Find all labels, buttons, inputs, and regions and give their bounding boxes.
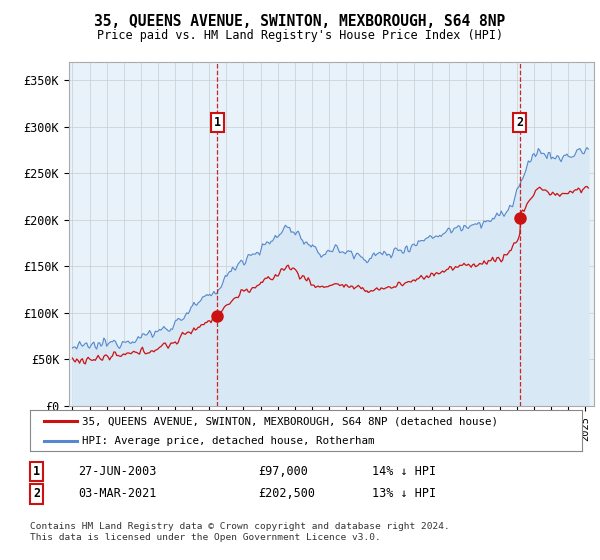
- Text: 2: 2: [33, 487, 40, 501]
- Text: 14% ↓ HPI: 14% ↓ HPI: [372, 465, 436, 478]
- Text: 1: 1: [33, 465, 40, 478]
- Text: HPI: Average price, detached house, Rotherham: HPI: Average price, detached house, Roth…: [82, 436, 375, 446]
- Text: 13% ↓ HPI: 13% ↓ HPI: [372, 487, 436, 501]
- Text: Price paid vs. HM Land Registry's House Price Index (HPI): Price paid vs. HM Land Registry's House …: [97, 29, 503, 42]
- Text: £202,500: £202,500: [258, 487, 315, 501]
- Text: 27-JUN-2003: 27-JUN-2003: [78, 465, 157, 478]
- Text: £97,000: £97,000: [258, 465, 308, 478]
- Text: 35, QUEENS AVENUE, SWINTON, MEXBOROUGH, S64 8NP (detached house): 35, QUEENS AVENUE, SWINTON, MEXBOROUGH, …: [82, 417, 499, 426]
- Text: 03-MAR-2021: 03-MAR-2021: [78, 487, 157, 501]
- Text: This data is licensed under the Open Government Licence v3.0.: This data is licensed under the Open Gov…: [30, 533, 381, 542]
- Text: 35, QUEENS AVENUE, SWINTON, MEXBOROUGH, S64 8NP: 35, QUEENS AVENUE, SWINTON, MEXBOROUGH, …: [94, 14, 506, 29]
- Text: 2: 2: [517, 115, 523, 129]
- Text: 1: 1: [214, 115, 221, 129]
- Text: Contains HM Land Registry data © Crown copyright and database right 2024.: Contains HM Land Registry data © Crown c…: [30, 522, 450, 531]
